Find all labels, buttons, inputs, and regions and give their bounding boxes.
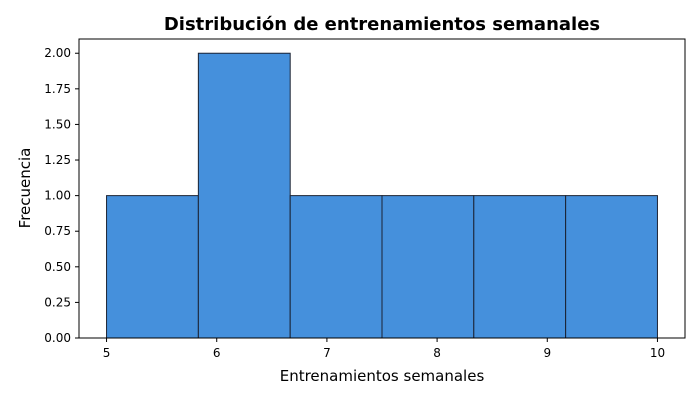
x-tick-label: 5 (103, 346, 111, 360)
y-tick-label: 0.25 (44, 295, 71, 309)
y-tick-label: 1.75 (44, 82, 71, 96)
x-tick-label: 10 (650, 346, 665, 360)
x-tick-label: 8 (433, 346, 441, 360)
y-axis-label: Frecuencia (16, 148, 34, 229)
plot-frame (78, 38, 686, 339)
y-tick-label: 0.00 (44, 331, 71, 345)
histogram-bar (473, 195, 567, 339)
y-tick-label: 0.50 (44, 260, 71, 274)
y-axis: 0.00 0.25 0.50 0.75 1.00 1.25 1.50 1.75 2.00 (44, 46, 79, 345)
histogram-bar (381, 195, 475, 339)
y-tick-label: 1.25 (44, 153, 71, 167)
x-axis: 5 6 7 8 9 10 (103, 338, 665, 360)
y-tick-label: 0.75 (44, 224, 71, 238)
histogram-bar (289, 195, 383, 339)
x-tick-label: 7 (323, 346, 331, 360)
x-tick-label: 9 (543, 346, 551, 360)
histogram-bar (197, 52, 291, 339)
x-axis-label: Entrenamientos semanales (280, 367, 485, 385)
y-tick-label: 1.50 (44, 117, 71, 131)
x-tick-label: 6 (213, 346, 221, 360)
bars-layer (106, 52, 658, 339)
histogram-bar (106, 195, 199, 339)
chart-title: Distribución de entrenamientos semanales (164, 14, 600, 35)
histogram-bar (565, 195, 658, 339)
y-tick-label: 1.00 (44, 189, 71, 203)
y-tick-label: 2.00 (44, 46, 71, 60)
